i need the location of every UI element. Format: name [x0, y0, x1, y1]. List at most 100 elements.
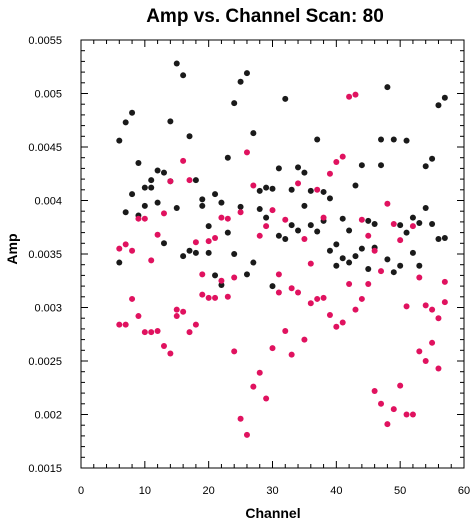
data-point-black: [141, 202, 148, 209]
data-point-black: [288, 186, 295, 193]
data-point-black: [263, 214, 270, 221]
data-point-black: [403, 229, 410, 236]
x-tick-label: 30: [266, 485, 278, 497]
data-point-magenta: [173, 313, 180, 320]
data-point-black: [397, 262, 404, 269]
data-point-black: [263, 184, 270, 191]
x-tick-label: 0: [78, 485, 84, 497]
data-point-black: [301, 169, 308, 176]
data-point-black: [192, 177, 199, 184]
data-point-black: [352, 253, 359, 260]
data-point-magenta: [129, 295, 136, 302]
data-point-black: [275, 232, 282, 239]
data-point-magenta: [212, 294, 219, 301]
data-point-black: [384, 256, 391, 263]
data-point-magenta: [288, 285, 295, 292]
data-point-black: [288, 222, 295, 229]
data-point-black: [122, 119, 129, 126]
data-point-magenta: [326, 311, 333, 318]
data-point-magenta: [135, 215, 142, 222]
data-point-black: [116, 137, 123, 144]
data-point-magenta: [416, 348, 423, 355]
data-point-magenta: [339, 153, 346, 160]
data-point-magenta: [269, 207, 276, 214]
data-point-magenta: [180, 308, 187, 315]
data-point-black: [409, 214, 416, 221]
data-point-magenta: [371, 247, 378, 254]
data-point-magenta: [371, 387, 378, 394]
data-point-magenta: [180, 157, 187, 164]
data-point-black: [122, 209, 129, 216]
data-point-magenta: [390, 406, 397, 413]
data-point-black: [326, 247, 333, 254]
y-axis-label: Amp: [4, 233, 20, 264]
data-point-magenta: [378, 268, 385, 275]
data-point-magenta: [346, 280, 353, 287]
x-tick-label: 50: [394, 485, 406, 497]
data-point-black: [282, 236, 289, 243]
data-point-magenta: [199, 291, 206, 298]
data-point-black: [435, 102, 442, 109]
data-point-black: [307, 187, 314, 194]
data-point-magenta: [263, 395, 270, 402]
data-point-magenta: [326, 170, 333, 177]
y-tick-label: 0.005: [34, 89, 62, 101]
data-point-magenta: [173, 306, 180, 313]
data-point-magenta: [422, 358, 429, 364]
data-point-black: [441, 234, 448, 241]
data-point-black: [403, 137, 410, 144]
data-point-magenta: [301, 336, 308, 343]
data-point-black: [250, 130, 257, 137]
data-point-magenta: [116, 245, 123, 252]
data-point-black: [409, 249, 416, 256]
data-point-magenta: [231, 348, 238, 355]
data-point-magenta: [365, 232, 372, 239]
data-point-black: [346, 227, 353, 234]
data-point-magenta: [154, 328, 161, 335]
data-point-magenta: [314, 295, 321, 302]
data-point-black: [116, 259, 123, 266]
data-point-black: [212, 191, 219, 198]
data-point-black: [422, 163, 429, 170]
data-point-black: [256, 187, 263, 194]
data-point-magenta: [314, 186, 321, 193]
data-point-magenta: [154, 231, 161, 238]
data-point-black: [180, 253, 187, 260]
data-point-magenta: [275, 271, 282, 278]
data-point-black: [192, 249, 199, 256]
data-point-black: [339, 255, 346, 262]
data-point-magenta: [263, 223, 270, 230]
data-point-magenta: [141, 329, 148, 336]
data-point-black: [378, 136, 385, 143]
data-point-magenta: [441, 299, 448, 306]
data-point-magenta: [167, 178, 174, 185]
data-point-black: [390, 136, 397, 143]
data-point-black: [148, 177, 155, 184]
data-point-magenta: [160, 343, 167, 350]
data-point-black: [154, 167, 161, 174]
data-point-black: [358, 162, 365, 169]
data-point-magenta: [352, 91, 359, 98]
x-axis-label: Channel: [245, 505, 300, 521]
data-point-black: [333, 262, 340, 269]
data-point-black: [314, 228, 321, 235]
data-point-magenta: [167, 350, 174, 357]
data-point-black: [397, 222, 404, 229]
data-point-magenta: [358, 295, 365, 302]
x-tick-label: 20: [203, 485, 215, 497]
data-point-black: [307, 222, 314, 229]
data-point-black: [224, 154, 231, 161]
data-point-magenta: [122, 321, 129, 328]
data-point-black: [378, 162, 385, 169]
data-point-magenta: [365, 280, 372, 287]
data-point-black: [269, 185, 276, 192]
data-point-black: [365, 217, 372, 224]
data-point-black: [390, 269, 397, 276]
data-point-magenta: [378, 400, 385, 407]
data-point-black: [243, 271, 250, 278]
data-point-magenta: [205, 238, 212, 245]
data-point-magenta: [429, 306, 436, 313]
data-point-magenta: [186, 177, 193, 184]
